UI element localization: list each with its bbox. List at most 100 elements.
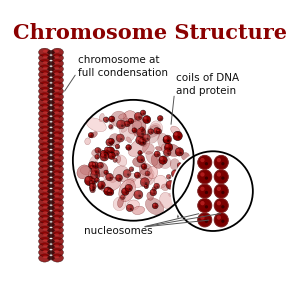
Ellipse shape xyxy=(110,117,112,119)
Ellipse shape xyxy=(143,113,145,114)
Ellipse shape xyxy=(109,134,121,146)
Ellipse shape xyxy=(104,170,108,175)
Ellipse shape xyxy=(94,162,108,177)
Ellipse shape xyxy=(179,152,182,154)
Ellipse shape xyxy=(150,189,157,196)
Ellipse shape xyxy=(164,144,180,157)
Ellipse shape xyxy=(43,250,48,253)
Ellipse shape xyxy=(98,163,100,165)
Ellipse shape xyxy=(47,78,55,82)
Ellipse shape xyxy=(54,222,59,225)
Ellipse shape xyxy=(116,175,119,178)
Ellipse shape xyxy=(99,113,104,122)
Ellipse shape xyxy=(51,115,63,123)
Circle shape xyxy=(70,97,196,223)
Text: chromosome at
full condensation: chromosome at full condensation xyxy=(78,55,168,78)
Ellipse shape xyxy=(109,138,114,144)
Ellipse shape xyxy=(106,120,108,121)
Ellipse shape xyxy=(128,173,136,183)
Ellipse shape xyxy=(115,144,120,149)
Ellipse shape xyxy=(95,175,98,178)
Ellipse shape xyxy=(95,178,99,182)
Ellipse shape xyxy=(142,129,143,130)
Ellipse shape xyxy=(98,184,101,187)
Ellipse shape xyxy=(157,154,159,156)
Ellipse shape xyxy=(103,117,109,122)
Ellipse shape xyxy=(39,82,51,90)
Ellipse shape xyxy=(161,184,169,191)
Ellipse shape xyxy=(51,76,63,84)
Ellipse shape xyxy=(104,118,106,120)
Ellipse shape xyxy=(167,139,170,142)
Ellipse shape xyxy=(47,161,55,166)
Ellipse shape xyxy=(104,147,110,152)
Ellipse shape xyxy=(47,128,55,132)
Ellipse shape xyxy=(94,181,96,183)
Ellipse shape xyxy=(200,215,205,220)
Ellipse shape xyxy=(140,137,147,147)
Ellipse shape xyxy=(47,222,55,227)
Ellipse shape xyxy=(51,170,63,179)
Ellipse shape xyxy=(51,143,63,151)
Ellipse shape xyxy=(54,172,59,175)
Ellipse shape xyxy=(43,211,48,214)
Ellipse shape xyxy=(116,120,126,129)
Ellipse shape xyxy=(221,162,225,165)
Ellipse shape xyxy=(39,198,51,206)
Ellipse shape xyxy=(146,187,148,188)
Ellipse shape xyxy=(126,145,129,147)
Ellipse shape xyxy=(51,237,63,245)
Ellipse shape xyxy=(91,167,99,175)
Ellipse shape xyxy=(39,215,51,223)
Ellipse shape xyxy=(98,181,105,189)
Ellipse shape xyxy=(116,174,122,181)
Ellipse shape xyxy=(95,148,101,153)
Ellipse shape xyxy=(92,179,94,181)
Ellipse shape xyxy=(148,173,149,175)
Ellipse shape xyxy=(101,185,104,187)
Circle shape xyxy=(171,149,255,234)
Ellipse shape xyxy=(111,111,127,127)
Ellipse shape xyxy=(54,217,59,219)
Ellipse shape xyxy=(43,72,48,75)
Ellipse shape xyxy=(80,166,94,175)
Ellipse shape xyxy=(121,124,124,127)
Ellipse shape xyxy=(54,233,59,236)
Ellipse shape xyxy=(89,181,95,186)
Ellipse shape xyxy=(146,172,148,173)
Ellipse shape xyxy=(131,121,133,123)
Ellipse shape xyxy=(109,153,112,156)
Ellipse shape xyxy=(172,171,175,174)
Ellipse shape xyxy=(93,186,95,188)
Ellipse shape xyxy=(47,122,55,127)
Ellipse shape xyxy=(109,116,115,122)
Text: coils of DNA
and protein: coils of DNA and protein xyxy=(176,73,239,96)
Ellipse shape xyxy=(217,172,221,177)
Ellipse shape xyxy=(54,194,59,197)
Ellipse shape xyxy=(51,82,63,90)
Ellipse shape xyxy=(108,191,110,194)
Ellipse shape xyxy=(104,171,106,172)
Ellipse shape xyxy=(143,142,145,144)
Ellipse shape xyxy=(158,116,163,121)
Ellipse shape xyxy=(54,72,59,75)
Ellipse shape xyxy=(180,165,181,167)
Ellipse shape xyxy=(100,150,107,158)
Ellipse shape xyxy=(47,134,55,138)
Ellipse shape xyxy=(39,137,51,146)
Ellipse shape xyxy=(147,124,160,137)
Ellipse shape xyxy=(154,151,160,157)
Ellipse shape xyxy=(43,134,48,136)
Ellipse shape xyxy=(51,243,63,251)
Ellipse shape xyxy=(140,169,152,182)
Ellipse shape xyxy=(47,56,55,60)
Ellipse shape xyxy=(43,244,48,247)
Ellipse shape xyxy=(51,209,63,217)
Ellipse shape xyxy=(124,170,127,173)
Ellipse shape xyxy=(122,188,129,195)
Ellipse shape xyxy=(105,148,107,150)
Ellipse shape xyxy=(138,129,141,133)
Ellipse shape xyxy=(43,61,48,64)
Ellipse shape xyxy=(90,188,95,193)
Ellipse shape xyxy=(136,136,144,144)
